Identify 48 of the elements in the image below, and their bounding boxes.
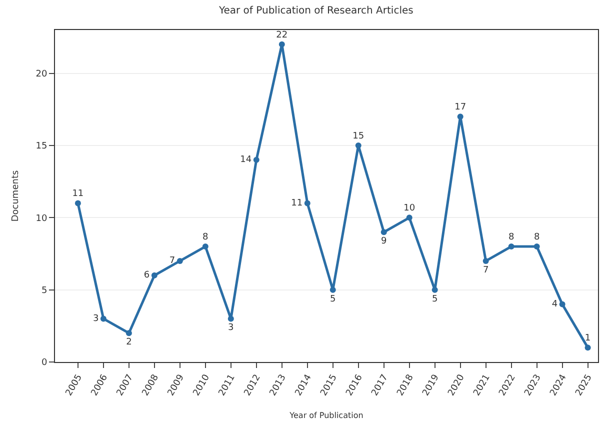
point [228,316,234,322]
y-tick-label: 5 [41,286,48,296]
data-label: 1 [584,334,591,344]
data-label: 8 [202,232,209,243]
data-label: 15 [352,131,364,142]
point [253,156,260,163]
data-label: 6 [144,270,150,281]
point [126,330,132,336]
data-label: 5 [330,294,336,304]
data-label: 11 [291,198,303,208]
point [457,114,464,120]
data-label: 9 [380,236,387,247]
data-label: 3 [92,314,99,324]
y-axis-title: Documents [11,170,22,222]
data-label: 14 [240,155,252,166]
point [355,142,362,148]
y-tick-label: 15 [36,142,48,152]
point [304,200,310,206]
point [278,41,285,48]
point [202,244,208,250]
data-label: 3 [228,323,234,334]
y-tick-label: 10 [36,214,48,224]
chart-title: Year of Publication of Research Articles [218,5,414,16]
data-label: 4 [552,300,558,310]
point [74,200,81,206]
point [406,214,412,221]
data-label: 5 [432,294,438,304]
data-label: 7 [482,265,489,276]
point [559,301,566,308]
point [176,258,183,264]
point [584,344,591,351]
data-label: 10 [404,204,416,214]
y-tick-label: 20 [36,69,48,80]
point [100,316,106,322]
data-label: 8 [534,232,540,243]
data-label: 2 [126,338,132,348]
point [508,244,514,250]
data-label: 11 [72,189,84,200]
point [380,229,387,236]
x-axis-title: Year of Publication [288,410,364,420]
data-label: 7 [169,256,176,266]
data-label: 22 [276,30,288,40]
data-label: 8 [508,232,514,243]
y-tick-label: 0 [41,358,48,368]
point [534,244,540,250]
data-label: 17 [454,102,466,113]
point [151,272,158,278]
point [482,258,489,264]
